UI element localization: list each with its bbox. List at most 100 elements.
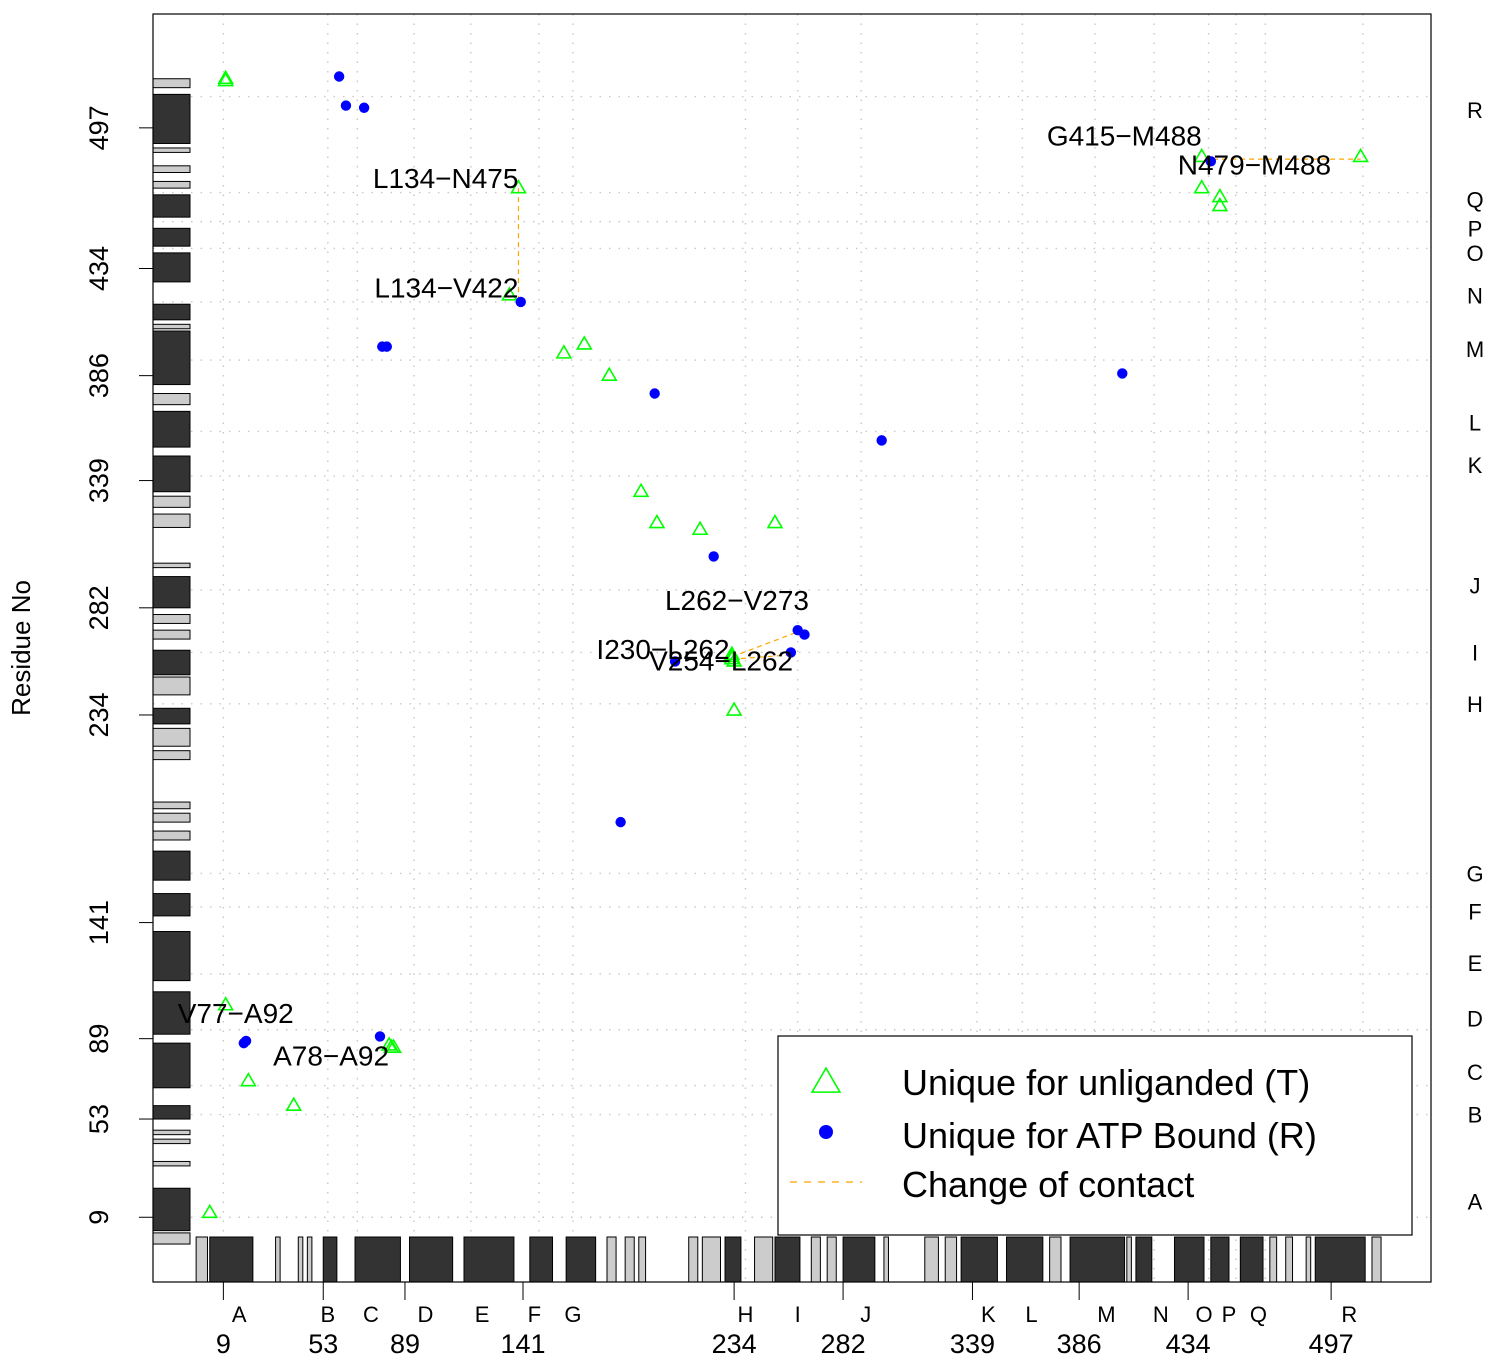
point-atp-bound — [1205, 156, 1217, 167]
ss-block-left-helix — [152, 194, 191, 218]
helix-label-x: G — [564, 1302, 581, 1327]
point-atp-bound — [708, 551, 719, 562]
data-points — [201, 69, 1369, 1219]
ss-block-bottom-strand — [275, 1236, 281, 1283]
point-unliganded — [725, 701, 743, 716]
legend: Unique for unliganded (T) Unique for ATP … — [777, 1035, 1413, 1236]
ss-block-left-strand — [152, 830, 191, 841]
helix-label-x: A — [232, 1302, 247, 1327]
helix-label-y: B — [1468, 1103, 1483, 1128]
x-tick-label: 234 — [712, 1329, 757, 1356]
annotation-label: I230−L262 — [596, 634, 729, 665]
point-atp-bound — [238, 1037, 249, 1049]
helix-label-y: R — [1467, 98, 1483, 123]
legend-entry-label: Unique for unliganded (T) — [902, 1062, 1310, 1103]
helix-label-y: H — [1467, 692, 1483, 717]
y-tick-label: 497 — [84, 105, 114, 150]
helix-label-y: M — [1466, 337, 1484, 362]
point-unliganded — [510, 179, 527, 194]
x-tick-label: 386 — [1057, 1329, 1102, 1356]
point-unliganded — [600, 366, 618, 382]
ss-block-bottom-helix — [409, 1236, 454, 1283]
ss-block-bottom-helix — [1006, 1236, 1044, 1283]
ss-block-bottom-helix — [774, 1236, 801, 1283]
point-atp-bound — [515, 296, 526, 308]
ss-block-left-strand — [152, 801, 191, 810]
ss-block-bottom-strand — [826, 1236, 837, 1283]
ss-block-bottom-helix — [565, 1236, 597, 1283]
ss-block-left-strand — [152, 1232, 191, 1245]
ss-block-bottom-helix — [463, 1236, 515, 1283]
change-of-contact-line — [731, 654, 794, 660]
ss-block-left-strand — [152, 393, 191, 406]
point-unliganded — [725, 652, 743, 667]
annotation-label: G415−M488 — [1047, 121, 1202, 152]
helix-label-y: L — [1469, 411, 1481, 436]
ss-block-bottom-helix — [354, 1236, 401, 1283]
helix-label-y: P — [1468, 216, 1483, 241]
ss-block-bottom-strand — [195, 1236, 208, 1283]
helix-label-x: E — [475, 1302, 490, 1327]
ss-block-left-strand — [152, 812, 191, 823]
point-atp-bound — [381, 341, 393, 352]
x-tick-label: 89 — [390, 1329, 420, 1356]
ss-block-bottom-strand — [1126, 1236, 1132, 1283]
ss-block-bottom-helix — [1135, 1236, 1153, 1283]
ss-block-left-strand — [152, 78, 191, 89]
ss-block-bottom-strand — [701, 1236, 721, 1283]
ss-block-left-strand — [152, 495, 191, 508]
legend-marker-circle — [819, 1125, 833, 1139]
point-unliganded — [632, 482, 650, 498]
ss-block-bottom-strand — [1269, 1236, 1278, 1283]
point-unliganded — [648, 513, 666, 529]
ss-block-left-strand — [152, 562, 191, 569]
y-tick-label: 282 — [84, 585, 114, 630]
helix-label-y: O — [1466, 241, 1483, 266]
ss-block-bottom-helix — [842, 1236, 876, 1283]
ss-block-bottom-strand — [306, 1236, 313, 1283]
point-atp-bound — [785, 647, 797, 658]
ss-block-bottom-strand — [606, 1236, 617, 1283]
helix-label-y: K — [1468, 453, 1483, 478]
ss-block-left-helix — [152, 850, 191, 881]
x-tick-label: 497 — [1309, 1329, 1354, 1356]
helix-label-x: B — [320, 1302, 335, 1327]
point-unliganded — [1352, 147, 1369, 163]
point-unliganded — [1211, 196, 1229, 212]
point-unliganded — [1193, 179, 1211, 194]
y-axis-label: Residue No — [6, 580, 36, 716]
helix-label-x: P — [1222, 1302, 1237, 1327]
ss-block-bottom-strand — [1305, 1236, 1312, 1283]
annotation-label: L262−V273 — [665, 585, 809, 616]
point-atp-bound — [876, 435, 887, 446]
ss-block-left-helix — [152, 93, 191, 144]
ss-block-bottom-helix — [1314, 1236, 1366, 1283]
point-atp-bound — [649, 388, 660, 399]
helix-label-x: R — [1341, 1302, 1357, 1327]
helix-label-x: Q — [1250, 1302, 1267, 1327]
y-tick-label: 53 — [84, 1104, 114, 1134]
ss-block-left-helix — [152, 303, 191, 321]
ss-block-bottom-helix — [960, 1236, 998, 1283]
ss-block-left-strand — [152, 727, 191, 747]
point-unliganded — [766, 513, 784, 529]
point-unliganded — [217, 996, 234, 1011]
ss-block-bottom-strand — [883, 1236, 889, 1283]
ss-block-bottom-helix — [322, 1236, 338, 1283]
helix-label-x: N — [1153, 1302, 1169, 1327]
helix-label-x: O — [1195, 1302, 1212, 1327]
legend-marker-triangle — [810, 1066, 842, 1093]
y-tick-label: 434 — [84, 246, 114, 291]
helix-label-y: I — [1472, 640, 1478, 665]
point-unliganded — [1211, 188, 1229, 203]
x-tick-label: 282 — [821, 1329, 866, 1356]
helix-label-x: H — [738, 1302, 754, 1327]
point-unliganded — [691, 520, 709, 536]
annotation-label: V254−L262 — [649, 645, 793, 676]
point-unliganded — [217, 71, 234, 87]
legend-entry-label: Unique for ATP Bound (R) — [902, 1115, 1317, 1156]
point-atp-bound — [358, 102, 370, 113]
point-unliganded — [385, 1038, 402, 1053]
point-atp-bound — [333, 71, 345, 82]
x-tick-label: 339 — [950, 1329, 995, 1356]
